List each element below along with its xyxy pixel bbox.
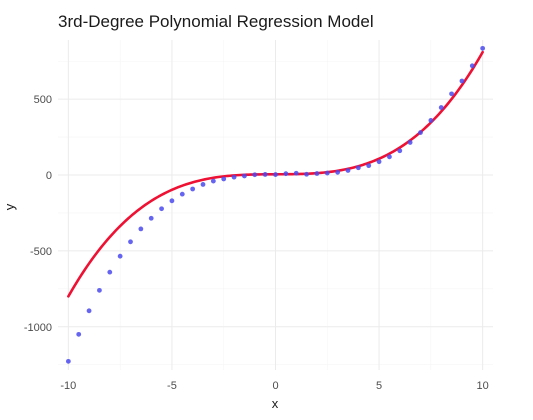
data-point: [169, 198, 175, 204]
data-point: [76, 331, 82, 337]
y-axis-label: y: [2, 203, 17, 210]
chart-title: 3rd-Degree Polynomial Regression Model: [58, 12, 374, 31]
data-point: [159, 206, 164, 212]
data-point: [148, 215, 154, 221]
points-layer: [65, 45, 486, 364]
data-point: [128, 239, 133, 245]
data-point: [407, 140, 413, 145]
x-tick-label: 5: [376, 380, 382, 392]
data-point: [480, 45, 486, 51]
y-tick-label: 500: [34, 94, 52, 106]
data-point: [231, 174, 237, 180]
data-point: [86, 308, 92, 314]
data-point: [418, 130, 423, 135]
data-point: [190, 186, 196, 192]
data-point: [242, 173, 247, 179]
data-point: [65, 358, 71, 364]
data-point: [449, 91, 454, 97]
data-point: [428, 118, 434, 123]
data-point: [376, 159, 382, 165]
data-point: [97, 287, 102, 293]
data-point: [459, 78, 465, 84]
data-point: [273, 172, 278, 177]
data-point: [387, 154, 392, 160]
data-point: [304, 171, 309, 177]
data-point: [314, 171, 320, 176]
x-axis-label: x: [272, 396, 279, 411]
data-point: [355, 165, 361, 171]
x-tick-label: -10: [60, 380, 76, 392]
y-tick-labels: -1000 -500 0 500: [24, 94, 52, 334]
data-point: [324, 170, 330, 176]
data-point: [283, 171, 289, 177]
data-point: [397, 148, 403, 154]
y-tick-label: -1000: [24, 322, 52, 334]
x-tick-label: 0: [272, 380, 278, 392]
data-point: [117, 253, 123, 259]
data-point: [179, 191, 185, 197]
x-tick-label: 10: [477, 380, 489, 392]
data-point: [469, 63, 475, 69]
data-point: [200, 182, 206, 187]
data-point: [335, 169, 341, 175]
x-tick-label: -5: [167, 380, 177, 392]
y-tick-label: 0: [46, 170, 52, 182]
data-point: [252, 172, 258, 178]
data-point: [107, 269, 113, 275]
x-tick-labels: -10 -5 0 5 10: [60, 380, 488, 392]
data-point: [366, 163, 372, 169]
data-point: [345, 168, 351, 173]
data-point: [210, 178, 216, 184]
data-point: [293, 170, 299, 176]
data-point: [262, 172, 268, 177]
y-tick-label: -500: [30, 246, 52, 258]
data-point: [221, 176, 227, 182]
data-point: [438, 105, 444, 110]
data-point: [138, 226, 144, 232]
